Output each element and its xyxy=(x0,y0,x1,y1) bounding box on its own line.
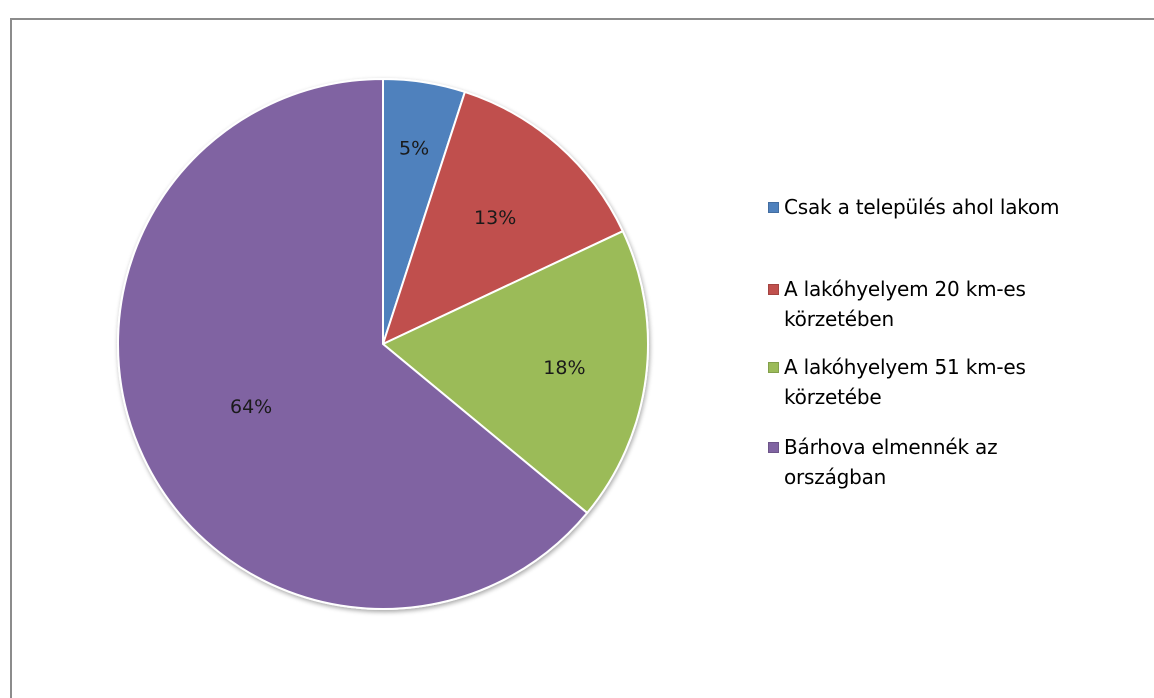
pie-slice xyxy=(381,229,649,515)
legend-label: Csak a település ahol lakom xyxy=(784,195,1060,219)
legend-swatch xyxy=(768,284,779,295)
legend-swatch xyxy=(768,362,779,373)
legend-swatch xyxy=(768,442,779,453)
slice-data-label: 18% xyxy=(543,357,585,379)
legend-item: Csak a település ahol lakom xyxy=(768,192,1148,222)
legend-label: A lakóhyelyem 51 km-es körzetébe xyxy=(784,355,1026,409)
pie-slices xyxy=(117,77,649,610)
chart-frame xyxy=(10,18,1154,698)
pie-slice xyxy=(381,90,625,346)
slice-data-label: 13% xyxy=(474,207,516,229)
pie-slice xyxy=(117,77,589,610)
legend-item: A lakóhyelyem 20 km-es körzetében xyxy=(768,274,1148,334)
slice-data-label: 64% xyxy=(230,396,272,418)
legend-swatch xyxy=(768,202,779,213)
legend-label: A lakóhyelyem 20 km-es körzetében xyxy=(784,277,1026,331)
legend-item: Bárhova elmennék az országban xyxy=(768,432,1148,492)
slice-data-label: 5% xyxy=(399,138,429,160)
legend-label: Bárhova elmennék az országban xyxy=(784,435,998,489)
pie-chart: 5% 13% 18% 64% xyxy=(117,77,649,610)
legend-item: A lakóhyelyem 51 km-es körzetébe xyxy=(768,352,1148,412)
